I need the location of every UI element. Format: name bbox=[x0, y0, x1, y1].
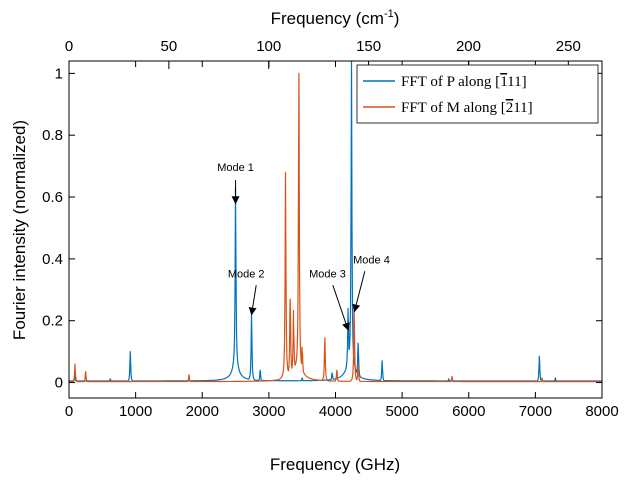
annotation-mode-4: Mode 4 bbox=[352, 255, 390, 313]
x-tick-label: 1000 bbox=[119, 403, 152, 420]
x-tick-label: 6000 bbox=[452, 403, 485, 420]
x-tick-label: 7000 bbox=[519, 403, 552, 420]
annotation-mode-2: Mode 2 bbox=[228, 268, 265, 316]
y-axis-label: Fourier intensity (normalized) bbox=[10, 120, 29, 340]
legend-entry-2: FFT of M along [211] bbox=[401, 100, 533, 116]
legend-box bbox=[356, 64, 599, 124]
legend-entry-1: FFT of P along [111] bbox=[401, 74, 527, 90]
series-line-2 bbox=[69, 72, 602, 383]
y-tick-label: 1 bbox=[55, 65, 63, 82]
legend: FFT of P along [111] FFT of M along [211] bbox=[356, 64, 599, 124]
annotation-mode-1: Mode 1 bbox=[217, 162, 254, 205]
annotation-label: Mode 2 bbox=[228, 268, 265, 280]
series-group bbox=[69, 61, 602, 383]
x-tick-label: 8000 bbox=[585, 403, 618, 420]
x-tick-label: 4000 bbox=[319, 403, 352, 420]
annotation-arrow bbox=[248, 285, 257, 316]
annotation-mode-3: Mode 3 bbox=[309, 268, 350, 331]
y-tick-label: 0 bbox=[55, 375, 63, 392]
annotation-label: Mode 1 bbox=[217, 162, 254, 174]
x2-tick-label: 0 bbox=[65, 38, 73, 55]
x-tick-label: 5000 bbox=[385, 403, 418, 420]
annotation-arrow bbox=[352, 271, 366, 313]
x-axis-label: Frequency (GHz) bbox=[270, 455, 400, 474]
y-tick-label: 0.8 bbox=[42, 127, 63, 144]
x2-tick-label: 150 bbox=[356, 38, 381, 55]
x2-tick-label: 250 bbox=[556, 38, 581, 55]
x-tick-label: 2000 bbox=[186, 403, 219, 420]
top-axis-label: Frequency (cm-1) bbox=[271, 8, 400, 28]
annotation-arrow bbox=[332, 284, 350, 331]
x2-tick-label: 200 bbox=[456, 38, 481, 55]
y-tick-label: 0.2 bbox=[42, 313, 63, 330]
x2-tick-label: 100 bbox=[256, 38, 281, 55]
y-tick-label: 0.4 bbox=[42, 251, 63, 268]
x-tick-label: 0 bbox=[65, 403, 73, 420]
x2-tick-label: 50 bbox=[161, 38, 178, 55]
y-tick-label: 0.6 bbox=[42, 189, 63, 206]
x-tick-label: 3000 bbox=[252, 403, 285, 420]
series-line-1 bbox=[69, 61, 602, 382]
annotation-label: Mode 3 bbox=[309, 268, 346, 280]
annotation-label: Mode 4 bbox=[353, 255, 390, 267]
